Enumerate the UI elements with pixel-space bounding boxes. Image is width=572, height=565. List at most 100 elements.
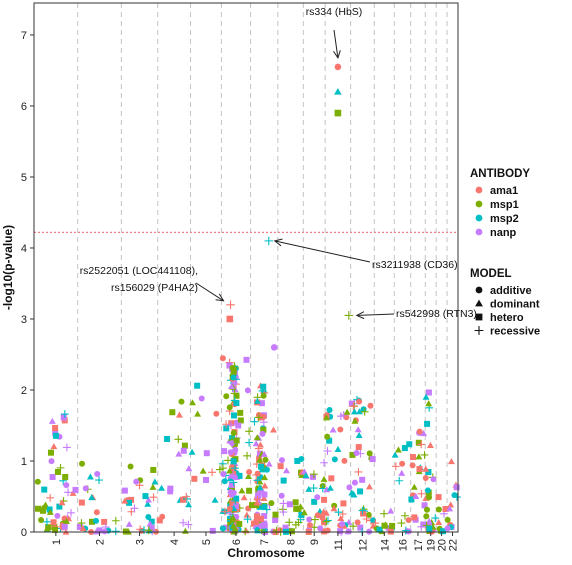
data-point — [76, 523, 83, 530]
data-point — [399, 460, 406, 467]
data-point — [194, 382, 201, 389]
data-point — [221, 507, 229, 516]
data-point — [253, 513, 260, 520]
data-point — [133, 478, 140, 485]
data-point — [184, 520, 193, 529]
legend-label-dominant: dominant — [490, 299, 540, 311]
data-point — [291, 520, 300, 529]
data-point — [255, 488, 263, 495]
data-point — [257, 515, 264, 522]
data-point — [370, 517, 377, 524]
data-point — [245, 427, 253, 436]
data-point — [431, 514, 440, 522]
data-point — [77, 519, 86, 527]
data-point — [404, 528, 411, 535]
data-point — [231, 496, 240, 505]
data-point — [121, 497, 129, 504]
legend-key-hetero — [475, 313, 483, 321]
data-point — [243, 451, 251, 460]
x-tick-label: 2 — [95, 539, 107, 545]
data-point — [175, 450, 183, 457]
data-point — [422, 393, 430, 400]
data-point — [256, 441, 264, 448]
data-point — [256, 478, 264, 485]
data-point — [415, 439, 422, 446]
data-point — [203, 476, 210, 483]
y-tick-label: 2 — [21, 385, 27, 397]
data-point — [252, 440, 260, 447]
data-point — [261, 503, 268, 510]
data-point — [229, 440, 236, 447]
data-point — [60, 410, 69, 418]
data-point — [260, 413, 267, 420]
data-point — [199, 467, 207, 474]
data-point — [345, 528, 352, 535]
data-point — [337, 426, 344, 433]
data-point — [178, 398, 185, 405]
data-point — [334, 445, 342, 452]
data-point — [280, 477, 287, 484]
data-point — [232, 527, 239, 534]
data-point — [270, 426, 277, 433]
annotation-rs2522051: rs2522051 (LOC441108), — [80, 265, 198, 277]
data-point — [54, 512, 61, 519]
x-tick-label: 17 — [413, 539, 425, 551]
data-point — [430, 476, 437, 483]
data-point — [229, 471, 237, 480]
y-axis-title: -log10(p-value) — [1, 225, 15, 310]
data-point — [286, 501, 293, 508]
data-point — [52, 424, 59, 431]
data-point — [226, 404, 233, 411]
data-point — [198, 395, 205, 402]
data-point — [401, 445, 408, 452]
data-point — [359, 476, 366, 483]
data-point — [354, 468, 363, 476]
data-point — [417, 489, 426, 498]
data-point — [391, 462, 400, 471]
data-point — [262, 456, 269, 463]
data-point — [288, 528, 295, 535]
legend-key-msp1 — [475, 200, 483, 208]
data-point — [387, 507, 395, 514]
data-point — [260, 392, 267, 399]
data-point — [82, 485, 89, 492]
data-point — [230, 389, 239, 398]
data-point — [319, 514, 326, 521]
data-point — [260, 450, 268, 457]
data-point — [258, 400, 265, 407]
data-point — [149, 483, 157, 490]
data-point — [253, 519, 260, 526]
data-point — [389, 522, 396, 529]
data-point — [391, 451, 399, 458]
data-point — [324, 516, 332, 525]
data-point — [229, 514, 237, 521]
data-point — [416, 428, 423, 435]
data-point — [360, 407, 369, 416]
arrow-rs334 — [333, 29, 341, 60]
data-point — [311, 515, 319, 524]
data-point — [169, 409, 176, 416]
data-point — [310, 473, 317, 480]
arrow-rs542998 — [355, 311, 395, 320]
data-point — [144, 500, 152, 507]
highlight-point — [334, 87, 342, 95]
data-point — [194, 410, 202, 417]
data-point — [278, 492, 285, 499]
plot-panel-border — [33, 2, 459, 533]
data-point — [328, 475, 335, 482]
data-point — [358, 506, 367, 515]
data-point — [356, 398, 363, 405]
data-point — [228, 491, 235, 498]
data-point — [351, 479, 358, 486]
data-point — [353, 450, 360, 457]
data-point — [230, 412, 237, 419]
data-point — [156, 517, 163, 524]
data-point — [230, 374, 237, 381]
data-point — [365, 511, 372, 518]
data-point — [406, 441, 413, 448]
data-point — [96, 527, 103, 534]
data-point — [322, 517, 331, 526]
data-point — [324, 527, 331, 534]
data-point — [339, 521, 346, 528]
model-legend-title: MODEL — [470, 268, 512, 280]
